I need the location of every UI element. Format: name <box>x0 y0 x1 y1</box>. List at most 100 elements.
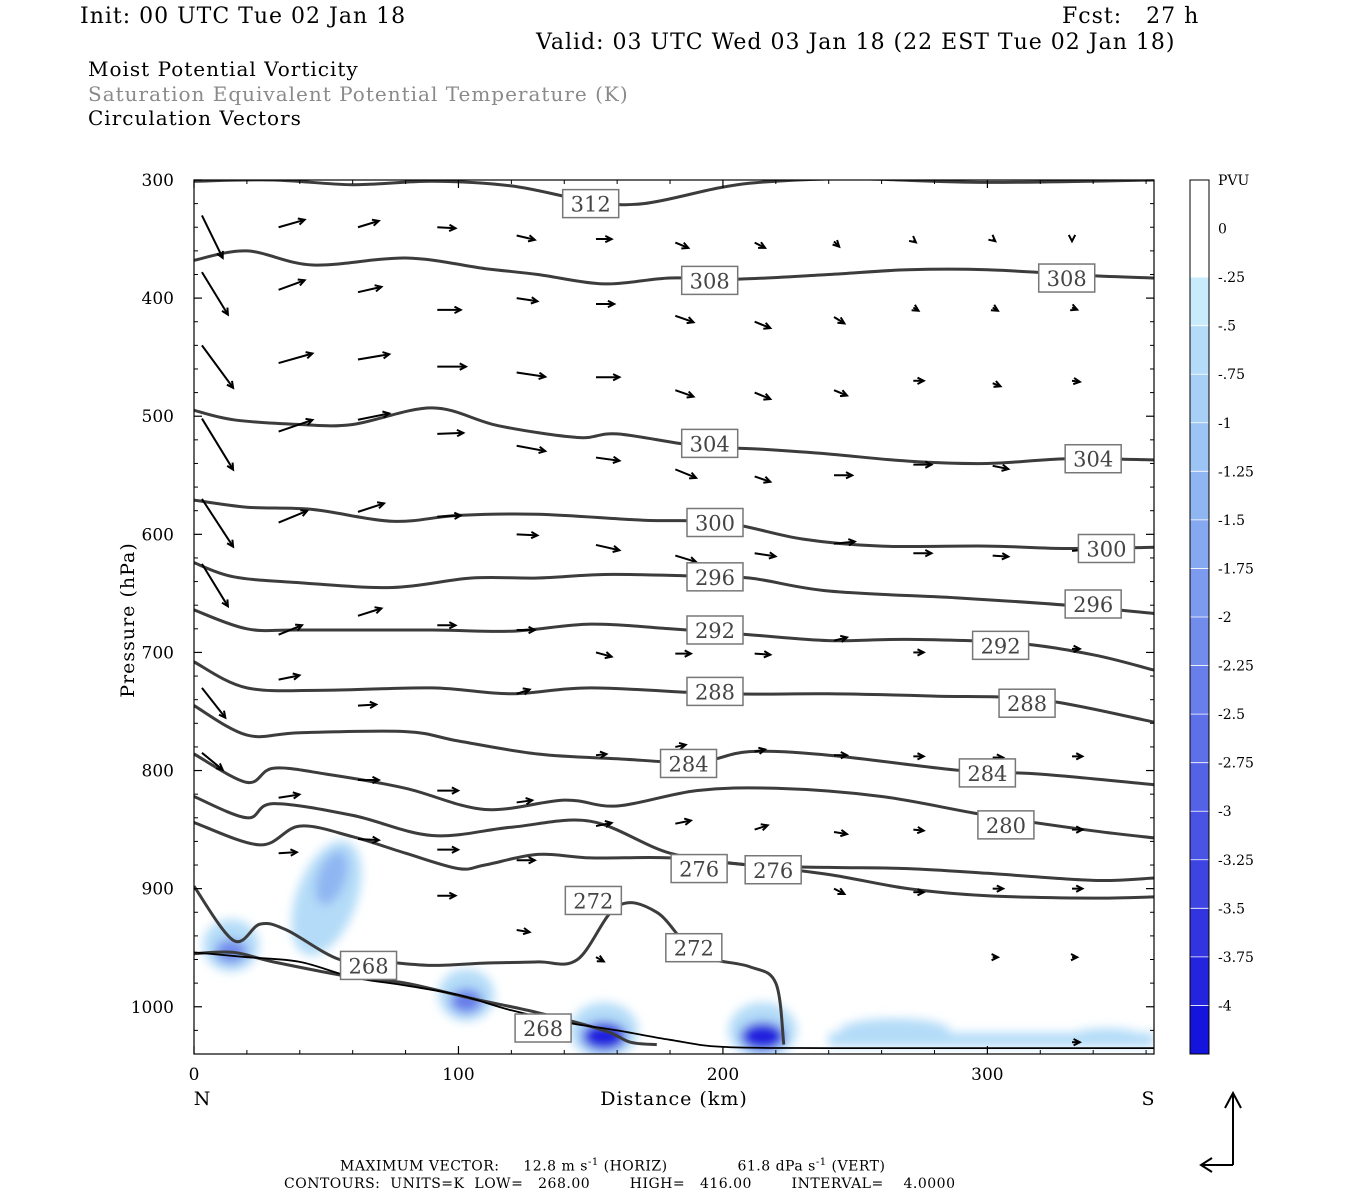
vector-arrow <box>357 410 392 421</box>
vector-arrow <box>675 554 699 565</box>
colorbar-swatch <box>1190 471 1209 521</box>
contour-label-280-0: 280 <box>977 810 1035 840</box>
mpv-area-5 <box>828 1018 1154 1047</box>
vector-arrow <box>437 891 458 900</box>
colorbar-label: -.5 <box>1218 319 1236 335</box>
vector-arrow <box>754 551 778 560</box>
colorbar-label: -1.25 <box>1218 464 1254 480</box>
vector-arrow <box>437 511 463 520</box>
contour-272-11 <box>194 885 786 1045</box>
mpv-area-4 <box>728 1002 797 1054</box>
reference-vector-arrow <box>1199 1090 1242 1173</box>
vector-arrow <box>913 648 926 657</box>
vector-arrow <box>595 955 606 963</box>
vector-arrow <box>992 463 1011 472</box>
vector-arrow <box>595 373 622 382</box>
svg-text:272: 272 <box>674 937 714 961</box>
vector-arrow <box>908 235 918 244</box>
svg-text:288: 288 <box>1007 692 1047 716</box>
colorbar-label: -.25 <box>1218 270 1245 286</box>
max-vert-sup: -1 <box>815 1157 827 1168</box>
vector-arrow <box>754 391 773 401</box>
pvu-colorbar: PVU 0 -.25 -.5 -.75 -1 -1.25 -1.5 -1.75 -2 -2.25 -2… <box>1189 173 1254 1055</box>
contour-label-296-1: 296 <box>1064 589 1122 619</box>
colorbar-swatch <box>1190 374 1209 424</box>
vector-arrow <box>754 746 768 755</box>
y-tick-label: 400 <box>142 289 174 309</box>
contour-label-284-1: 284 <box>958 758 1017 788</box>
vector-arrow <box>674 314 696 325</box>
contour-296-4 <box>194 561 1154 615</box>
colorbar-label: -3.25 <box>1218 853 1254 869</box>
vector-arrow <box>1072 644 1082 653</box>
contour-label-292-1: 292 <box>971 630 1030 661</box>
svg-text:288: 288 <box>695 680 735 704</box>
vector-arrow <box>516 856 537 865</box>
colorbar-swatch <box>1190 811 1209 861</box>
colorbar-swatch <box>1190 714 1209 764</box>
vector-arrow <box>754 241 768 249</box>
vector-arrow <box>278 278 307 291</box>
colorbar-label: -3 <box>1218 804 1232 820</box>
max-vector-line: MAXIMUM VECTOR: 12.8 m s-1 (HORIZ) 61.8 … <box>340 1157 885 1175</box>
contour-label-304-1: 304 <box>1064 443 1122 474</box>
vector-arrow <box>201 752 225 772</box>
colorbar-swatch <box>1190 325 1209 375</box>
colorbar-swatch <box>1190 277 1209 327</box>
svg-text:284: 284 <box>967 762 1007 786</box>
vector-arrow <box>675 817 694 826</box>
contour-label-272-1: 272 <box>665 932 723 963</box>
vector-arrow <box>913 888 926 897</box>
svg-text:300: 300 <box>1086 537 1126 561</box>
svg-text:308: 308 <box>1047 267 1087 291</box>
vector-arrow <box>595 820 614 828</box>
svg-text:268: 268 <box>348 954 388 978</box>
svg-text:296: 296 <box>695 566 735 590</box>
vector-arrow <box>357 501 387 513</box>
x-tick-label: 100 <box>442 1065 474 1085</box>
contour-label-276-1: 276 <box>744 855 802 885</box>
contour-label-284-0: 284 <box>659 748 718 779</box>
vector-arrow <box>201 687 227 720</box>
svg-text:308: 308 <box>690 269 730 293</box>
vector-arrow <box>595 235 614 244</box>
vector-arrow <box>992 552 1011 561</box>
vector-arrow <box>201 563 230 609</box>
vector-arrow <box>278 417 315 433</box>
vector-arrow <box>357 835 381 844</box>
vector-arrow <box>675 741 688 750</box>
colorbar-label: -3.75 <box>1218 950 1254 966</box>
contour-276-9 <box>194 795 1154 883</box>
svg-text:300: 300 <box>695 512 735 536</box>
vector-arrow <box>595 455 622 464</box>
vector-arrow <box>595 543 622 553</box>
vector-arrow <box>357 775 382 785</box>
vector-arrow <box>595 651 614 660</box>
vector-arrow <box>516 927 532 936</box>
max-vector-label: MAXIMUM VECTOR: <box>340 1158 500 1175</box>
colorbar-swatch <box>1190 519 1209 569</box>
colorbar-label: -1.75 <box>1218 561 1254 577</box>
svg-text:268: 268 <box>523 1017 563 1041</box>
y-tick-label: 500 <box>142 407 174 427</box>
mpv-area-2 <box>438 968 495 1021</box>
vector-arrow <box>913 460 934 469</box>
vector-arrow <box>595 750 609 759</box>
vector-arrow <box>992 884 1006 893</box>
contour-label-296-0: 296 <box>686 562 744 592</box>
contour-label-308-0: 308 <box>680 265 739 296</box>
vector-arrow <box>278 791 302 800</box>
valid-time: Valid: 03 UTC Wed 03 Jan 18 (22 EST Tue … <box>536 30 1176 55</box>
contour-label-304-0: 304 <box>680 428 739 459</box>
vector-arrow <box>834 471 855 480</box>
forecast-hour: Fcst: 27 h <box>1062 4 1200 29</box>
vector-arrow <box>278 509 310 524</box>
vector-arrow <box>674 389 696 399</box>
colorbar-label: -2.75 <box>1218 756 1254 772</box>
vector-arrow <box>516 296 540 305</box>
contour-label-272-0: 272 <box>564 885 623 916</box>
vector-arrow <box>201 214 224 260</box>
y-axis-label: Pressure (hPa) <box>117 542 139 698</box>
contour-label-308-1: 308 <box>1037 263 1096 293</box>
x-tick-label: 200 <box>707 1065 739 1085</box>
